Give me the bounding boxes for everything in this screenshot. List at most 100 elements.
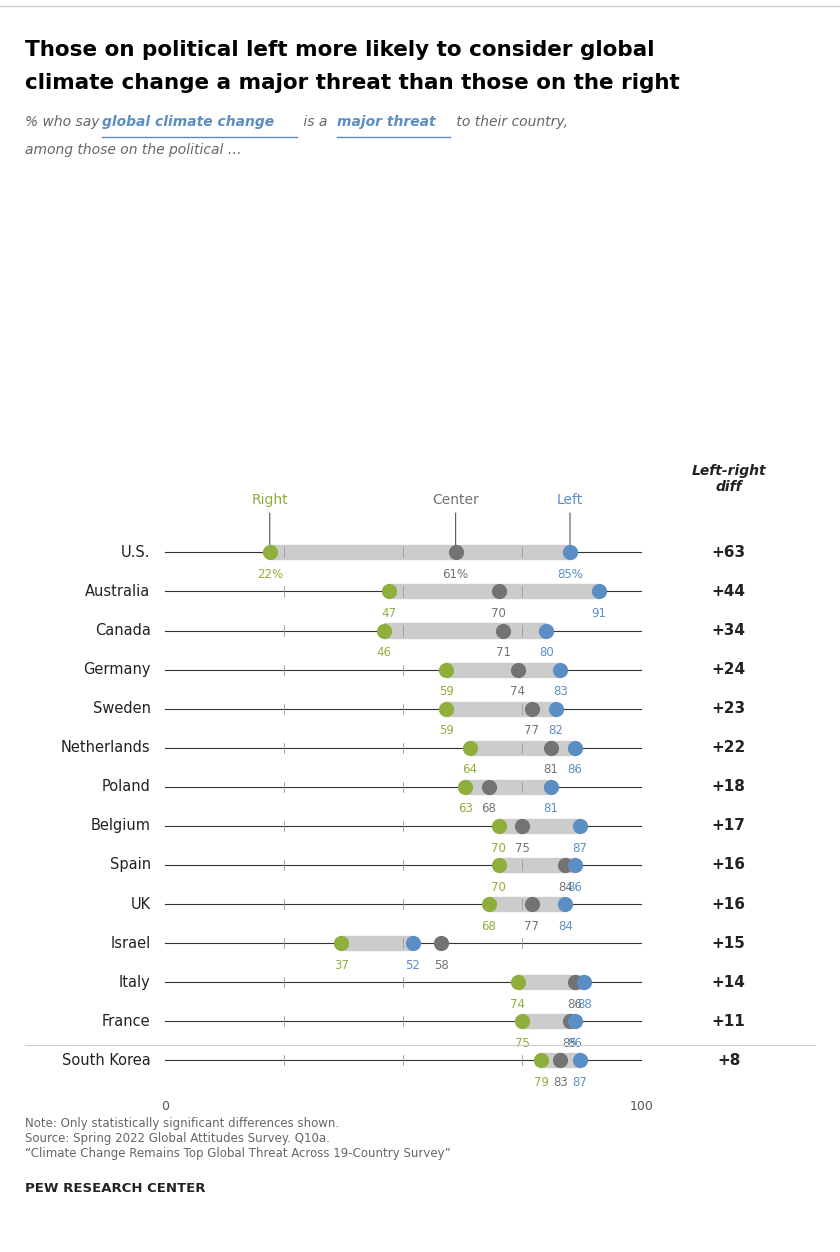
Text: PEW RESEARCH CENTER: PEW RESEARCH CENTER bbox=[25, 1182, 206, 1194]
Text: 75: 75 bbox=[515, 841, 530, 855]
Text: 64: 64 bbox=[462, 764, 477, 776]
Point bbox=[568, 972, 581, 992]
Point bbox=[449, 542, 462, 562]
Text: 22%: 22% bbox=[257, 568, 283, 581]
Text: 91: 91 bbox=[591, 607, 606, 620]
Text: Netherlands: Netherlands bbox=[61, 740, 150, 755]
Text: +24: +24 bbox=[711, 662, 746, 677]
Text: 70: 70 bbox=[491, 880, 506, 894]
Text: 70: 70 bbox=[491, 841, 506, 855]
Text: U.S.: U.S. bbox=[121, 545, 150, 560]
Point bbox=[525, 894, 538, 914]
Text: 87: 87 bbox=[572, 841, 587, 855]
Text: 71: 71 bbox=[496, 646, 511, 659]
Point bbox=[573, 816, 586, 836]
Text: 84: 84 bbox=[558, 880, 573, 894]
Point bbox=[511, 972, 524, 992]
Text: +16: +16 bbox=[711, 896, 746, 911]
Text: +63: +63 bbox=[711, 545, 746, 560]
Text: +18: +18 bbox=[711, 779, 746, 794]
Point bbox=[491, 581, 505, 601]
Text: +14: +14 bbox=[711, 975, 746, 989]
Point bbox=[549, 699, 563, 719]
Text: +44: +44 bbox=[711, 583, 746, 598]
Text: 74: 74 bbox=[510, 998, 525, 1010]
Text: 59: 59 bbox=[438, 685, 454, 699]
Point bbox=[459, 776, 472, 796]
Text: is a: is a bbox=[299, 115, 332, 129]
Point bbox=[334, 933, 348, 953]
Text: Belgium: Belgium bbox=[91, 819, 150, 834]
Point bbox=[564, 1012, 577, 1032]
Text: 70: 70 bbox=[491, 607, 506, 620]
Point bbox=[554, 1050, 567, 1070]
Text: Canada: Canada bbox=[95, 623, 150, 639]
Text: South Korea: South Korea bbox=[62, 1053, 150, 1068]
Point bbox=[439, 699, 453, 719]
Text: 81: 81 bbox=[543, 803, 559, 815]
Text: 37: 37 bbox=[333, 959, 349, 972]
Text: Those on political left more likely to consider global: Those on political left more likely to c… bbox=[25, 40, 654, 60]
Point bbox=[554, 660, 567, 680]
Point bbox=[568, 1012, 581, 1032]
Text: +11: +11 bbox=[711, 1014, 746, 1029]
Point bbox=[406, 933, 419, 953]
Point bbox=[491, 855, 505, 875]
Text: +23: +23 bbox=[711, 701, 746, 716]
Point bbox=[568, 737, 581, 757]
Point bbox=[482, 894, 496, 914]
Point bbox=[539, 621, 553, 641]
Text: 81: 81 bbox=[543, 764, 559, 776]
Text: among those on the political …: among those on the political … bbox=[25, 143, 242, 156]
Text: % who say: % who say bbox=[25, 115, 104, 129]
Text: Poland: Poland bbox=[102, 779, 150, 794]
Point bbox=[439, 660, 453, 680]
Text: 79: 79 bbox=[534, 1075, 549, 1089]
Text: 86: 86 bbox=[567, 880, 582, 894]
Point bbox=[559, 894, 572, 914]
Text: +17: +17 bbox=[711, 819, 746, 834]
Point bbox=[564, 542, 577, 562]
Point bbox=[377, 621, 391, 641]
Text: Right: Right bbox=[251, 493, 288, 547]
Text: Spain: Spain bbox=[109, 858, 150, 873]
Text: 68: 68 bbox=[481, 920, 496, 933]
Text: 84: 84 bbox=[558, 920, 573, 933]
Text: 85: 85 bbox=[563, 1037, 577, 1050]
Point bbox=[463, 737, 476, 757]
Point bbox=[559, 855, 572, 875]
Text: 80: 80 bbox=[538, 646, 554, 659]
Point bbox=[516, 1012, 529, 1032]
Text: Note: Only statistically significant differences shown.
Source: Spring 2022 Glob: Note: Only statistically significant dif… bbox=[25, 1117, 451, 1159]
Text: France: France bbox=[102, 1014, 150, 1029]
Text: Sweden: Sweden bbox=[92, 701, 150, 716]
Text: 85%: 85% bbox=[557, 568, 583, 581]
Point bbox=[544, 776, 558, 796]
Text: 61%: 61% bbox=[443, 568, 469, 581]
Text: major threat: major threat bbox=[337, 115, 435, 129]
Text: 59: 59 bbox=[438, 725, 454, 737]
Text: Left-right
diff: Left-right diff bbox=[691, 463, 766, 493]
Text: 74: 74 bbox=[510, 685, 525, 699]
Text: +8: +8 bbox=[717, 1053, 740, 1068]
Point bbox=[592, 581, 606, 601]
Point bbox=[382, 581, 396, 601]
Text: 86: 86 bbox=[567, 764, 582, 776]
Point bbox=[511, 660, 524, 680]
Point bbox=[516, 816, 529, 836]
Text: Germany: Germany bbox=[83, 662, 150, 677]
Point bbox=[573, 1050, 586, 1070]
Text: 63: 63 bbox=[458, 803, 473, 815]
Point bbox=[578, 972, 591, 992]
Text: Israel: Israel bbox=[110, 935, 150, 950]
Text: 83: 83 bbox=[553, 1075, 568, 1089]
Text: global climate change: global climate change bbox=[102, 115, 274, 129]
Text: +22: +22 bbox=[711, 740, 746, 755]
Text: UK: UK bbox=[130, 896, 150, 911]
Point bbox=[496, 621, 510, 641]
Point bbox=[535, 1050, 549, 1070]
Point bbox=[544, 737, 558, 757]
Text: +16: +16 bbox=[711, 858, 746, 873]
Text: 77: 77 bbox=[524, 920, 539, 933]
Text: 86: 86 bbox=[567, 998, 582, 1010]
